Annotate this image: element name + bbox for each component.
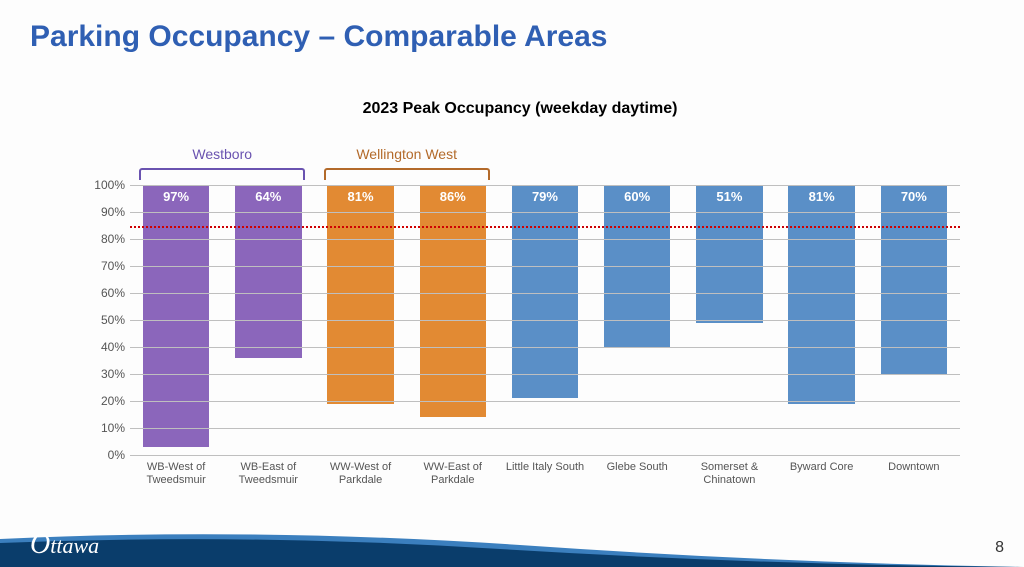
bar-value-label: 81% bbox=[348, 189, 374, 204]
y-tick-label: 20% bbox=[75, 394, 125, 408]
bar-value-label: 70% bbox=[901, 189, 927, 204]
x-tick-label: Somerset & Chinatown bbox=[683, 461, 775, 487]
y-tick-label: 80% bbox=[75, 232, 125, 246]
x-tick-label: WB-East of Tweedsmuir bbox=[222, 461, 314, 487]
bar: 79% bbox=[512, 185, 578, 398]
x-tick-label: Downtown bbox=[868, 461, 960, 474]
slide-footer: Ottawa 8 bbox=[0, 527, 1024, 567]
bar-value-label: 81% bbox=[809, 189, 835, 204]
chart-plot-area: 97%WB-West of Tweedsmuir64%WB-East of Tw… bbox=[130, 185, 960, 455]
x-tick-label: WW-East of Parkdale bbox=[407, 461, 499, 487]
group-bracket bbox=[324, 168, 490, 180]
footer-swoosh bbox=[0, 527, 1024, 567]
y-tick-label: 30% bbox=[75, 367, 125, 381]
gridline bbox=[130, 401, 960, 402]
group-label: Wellington West bbox=[324, 146, 490, 162]
bar: 81% bbox=[788, 185, 854, 404]
ottawa-logo: Ottawa bbox=[30, 529, 99, 561]
y-tick-label: 50% bbox=[75, 313, 125, 327]
x-tick-label: WW-West of Parkdale bbox=[314, 461, 406, 487]
bar: 51% bbox=[696, 185, 762, 323]
gridline bbox=[130, 239, 960, 240]
gridline bbox=[130, 374, 960, 375]
gridline bbox=[130, 320, 960, 321]
x-tick-label: Little Italy South bbox=[499, 461, 591, 474]
bar-value-label: 97% bbox=[163, 189, 189, 204]
y-tick-label: 40% bbox=[75, 340, 125, 354]
gridline bbox=[130, 185, 960, 186]
gridline bbox=[130, 455, 960, 456]
gridline bbox=[130, 347, 960, 348]
y-tick-label: 0% bbox=[75, 448, 125, 462]
y-tick-label: 100% bbox=[75, 178, 125, 192]
gridline bbox=[130, 428, 960, 429]
slide: Parking Occupancy – Comparable Areas 202… bbox=[0, 0, 1024, 567]
bar-value-label: 86% bbox=[440, 189, 466, 204]
gridline bbox=[130, 212, 960, 213]
chart-title: 2023 Peak Occupancy (weekday daytime) bbox=[60, 100, 980, 118]
bar: 70% bbox=[881, 185, 947, 374]
gridline bbox=[130, 266, 960, 267]
page-number: 8 bbox=[995, 539, 1004, 557]
y-tick-label: 60% bbox=[75, 286, 125, 300]
bar-value-label: 79% bbox=[532, 189, 558, 204]
group-bracket bbox=[139, 168, 305, 180]
bar: 64% bbox=[235, 185, 301, 358]
bar: 97% bbox=[143, 185, 209, 447]
bar-value-label: 64% bbox=[255, 189, 281, 204]
x-tick-label: Glebe South bbox=[591, 461, 683, 474]
reference-line bbox=[130, 226, 960, 228]
page-title: Parking Occupancy – Comparable Areas bbox=[30, 20, 607, 54]
bar: 81% bbox=[327, 185, 393, 404]
y-tick-label: 10% bbox=[75, 421, 125, 435]
x-tick-label: WB-West of Tweedsmuir bbox=[130, 461, 222, 487]
group-brackets: Westboro Wellington West bbox=[130, 142, 960, 182]
bar-value-label: 51% bbox=[716, 189, 742, 204]
gridline bbox=[130, 293, 960, 294]
bar-value-label: 60% bbox=[624, 189, 650, 204]
y-tick-label: 70% bbox=[75, 259, 125, 273]
group-label: Westboro bbox=[139, 146, 305, 162]
occupancy-chart: 2023 Peak Occupancy (weekday daytime) We… bbox=[60, 100, 980, 500]
bar: 86% bbox=[420, 185, 486, 417]
y-tick-label: 90% bbox=[75, 205, 125, 219]
x-tick-label: Byward Core bbox=[776, 461, 868, 474]
